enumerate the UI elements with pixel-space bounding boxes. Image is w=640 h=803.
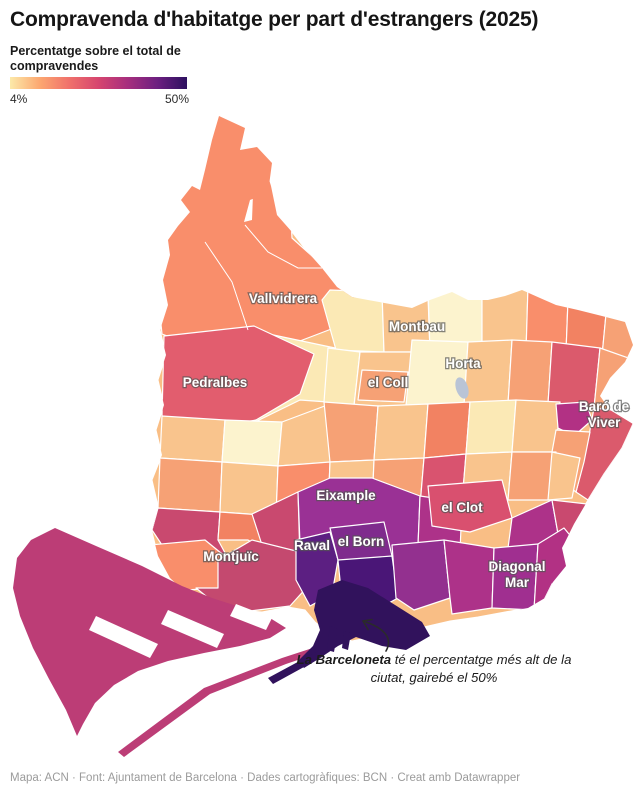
- map-region-region-f6[interactable]: [391, 539, 451, 611]
- dock-1-water-gap: [89, 616, 158, 658]
- map-region-montjuic[interactable]: [195, 539, 309, 612]
- map-label: Pedralbes: [183, 375, 248, 390]
- map-region-region-f7[interactable]: [443, 539, 495, 615]
- legend-gradient-bar: [10, 77, 187, 89]
- map-label: Diagonal: [488, 559, 545, 574]
- map-region-region-c1[interactable]: [159, 415, 226, 463]
- annotation-line2: ciutat, gairebé el 50%: [370, 670, 498, 685]
- map-label: el Coll: [368, 375, 409, 390]
- map-region-region-c8[interactable]: [511, 399, 561, 453]
- chart-title: Compravenda d'habitatge per part d'estra…: [10, 8, 539, 31]
- map-region-barceloneta-pier-long[interactable]: [268, 650, 324, 684]
- map-region-region-d9[interactable]: [547, 451, 581, 501]
- legend: Percentatge sobre el total de compravend…: [10, 44, 250, 74]
- water-body: [455, 377, 469, 399]
- legend-max-label: 50%: [164, 92, 189, 106]
- chart-header: Compravenda d'habitatge per part d'estra…: [10, 8, 630, 32]
- footer-credits: Mapa: ACN · Font: Ajuntament de Barcelon…: [10, 772, 521, 784]
- map-region-region-c5[interactable]: [373, 403, 429, 461]
- annotation-text: té el percentatge més alt de la: [391, 652, 572, 667]
- district-border-line: [204, 241, 249, 331]
- map-label: el Clot: [441, 500, 483, 515]
- annotation: La Barceloneta té el percentatge més alt…: [283, 651, 585, 687]
- legend-min-label: 4%: [10, 92, 28, 106]
- map-region-barceloneta-pier-2[interactable]: [342, 631, 351, 650]
- map-label: Vallvidrera: [249, 291, 318, 306]
- map-region-port-zona-franca[interactable]: [13, 528, 286, 736]
- map-label: Raval: [294, 538, 330, 553]
- map-region-region-c7[interactable]: [465, 399, 517, 455]
- annotation-arrowhead: [362, 618, 373, 631]
- map-region-baro-de-viver[interactable]: [555, 401, 593, 437]
- map-region-region-b6[interactable]: [507, 339, 553, 405]
- map-region-region-b5[interactable]: [463, 339, 513, 407]
- map-label: Montjuïc: [203, 549, 259, 564]
- map-label: Montbau: [389, 319, 445, 334]
- dock-3-water-gap: [230, 604, 272, 630]
- annotation-arrow: [362, 620, 390, 652]
- map-region-barceloneta-pier-1[interactable]: [327, 626, 338, 652]
- map-region-horta[interactable]: [405, 339, 469, 407]
- annotation-bold: La Barceloneta: [296, 652, 392, 667]
- legend-title-line2: compravendes: [10, 59, 99, 73]
- dock-2-water-gap: [161, 610, 224, 648]
- map-region-region-d1[interactable]: [157, 457, 223, 513]
- map-label: Viver: [588, 415, 622, 430]
- map-region-el-clot[interactable]: [427, 479, 513, 533]
- map-label: Baró de: [579, 399, 630, 414]
- map-region-region-c2[interactable]: [221, 419, 283, 467]
- map-region-el-coll[interactable]: [357, 369, 409, 403]
- map-label: el Born: [338, 534, 385, 549]
- map-label: Mar: [505, 575, 530, 590]
- map-label: Eixample: [316, 488, 376, 503]
- map-label: Horta: [445, 356, 481, 371]
- map-region-region-c4[interactable]: [323, 401, 379, 463]
- map-region-region-c6[interactable]: [423, 401, 471, 459]
- legend-title-line1: Percentatge sobre el total de: [10, 44, 181, 58]
- district-border-line: [244, 224, 322, 269]
